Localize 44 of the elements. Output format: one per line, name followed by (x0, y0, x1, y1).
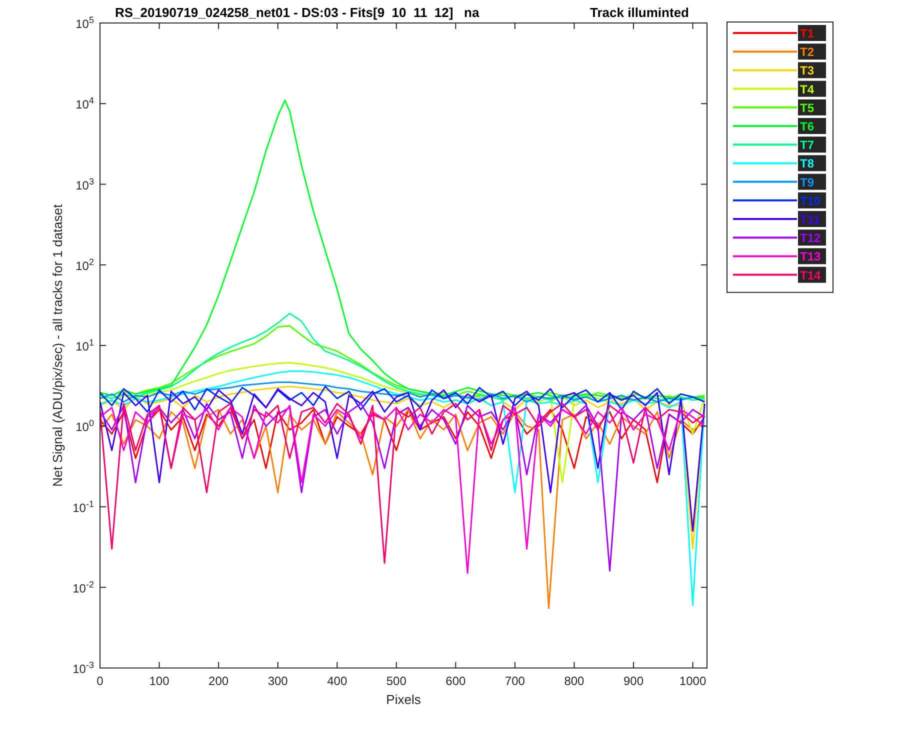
text: T13 (800, 250, 822, 264)
x-tick-label: 300 (268, 674, 288, 688)
x-tick-label: 700 (504, 674, 526, 688)
x-tick-label: 100 (149, 674, 170, 688)
x-tick-label: 500 (386, 674, 407, 688)
text: T4 (800, 82, 814, 96)
text: T1 (800, 26, 814, 40)
y-tick-label: 10$^{-3}$ (72, 660, 94, 676)
y-tick-label: 10$^{-2}$ (72, 579, 94, 596)
y-tick-label: 10$^{1}$ (76, 338, 94, 354)
text: T7 (800, 138, 814, 152)
text: T11 (800, 212, 820, 226)
text: T14 (800, 268, 822, 282)
line-series (100, 406, 706, 484)
text: T10 (800, 194, 822, 208)
text: T9 (800, 175, 814, 190)
text: T8 (800, 156, 814, 171)
y-tick-label: 10$^{0}$ (76, 418, 94, 434)
text: T12 (800, 231, 822, 246)
line-series (100, 408, 706, 610)
y-axis-title: Net Signal (ADU/pix/sec) - all tracks for 1 dataset (50, 204, 65, 487)
chart-subtitle: Track illuminted (590, 5, 690, 20)
chart-title: RS_20190719_024258_net01 - DS:03 - Fits[9 10 11 12] na (115, 5, 480, 20)
line-series (100, 100, 706, 401)
x-tick-label: 200 (208, 674, 229, 688)
x-tick-label: 400 (327, 674, 348, 688)
x-tick-label: 800 (564, 674, 585, 688)
text: T2 (800, 45, 814, 60)
y-tick-label: 10$^{-1}$ (72, 498, 94, 515)
x-axis-title: Pixels (386, 692, 422, 707)
y-tick-label: 10$^{3}$ (76, 176, 94, 192)
x-tick-label: 600 (446, 674, 466, 688)
x-tick-label: 900 (623, 674, 644, 688)
line-series (100, 312, 706, 403)
x-tick-label: 1000 (679, 674, 706, 688)
line-series (100, 386, 706, 413)
y-tick-label: 10$^{2}$ (76, 256, 94, 273)
text: T6 (800, 120, 814, 134)
x-tick-label: 0 (96, 674, 104, 688)
y-tick-label: 10$^{4}$ (76, 96, 94, 112)
text: T3 (800, 64, 814, 78)
line-series (100, 370, 706, 606)
text: T5 (800, 100, 814, 115)
y-tick-label: 10$^{5}$ (76, 15, 94, 31)
